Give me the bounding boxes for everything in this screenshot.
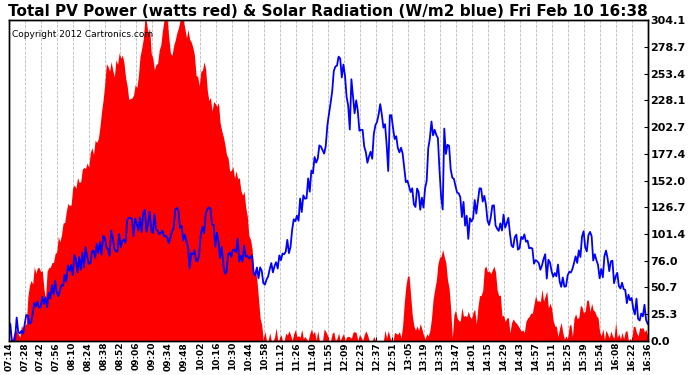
Title: Total PV Power (watts red) & Solar Radiation (W/m2 blue) Fri Feb 10 16:38: Total PV Power (watts red) & Solar Radia… xyxy=(8,4,648,19)
Text: Copyright 2012 Cartronics.com: Copyright 2012 Cartronics.com xyxy=(12,30,153,39)
